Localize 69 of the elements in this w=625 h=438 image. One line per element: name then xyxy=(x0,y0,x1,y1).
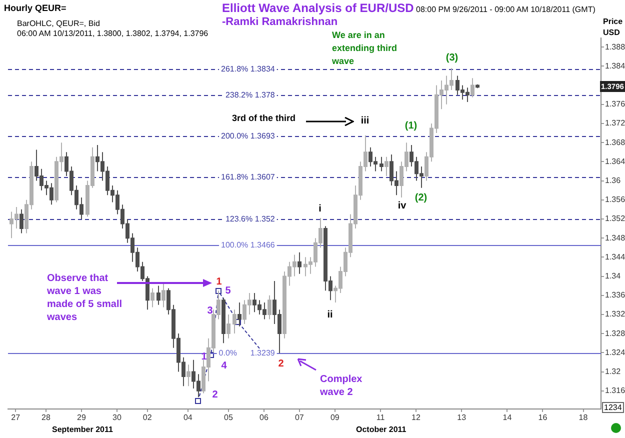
annotation: 3rd of the third xyxy=(232,113,296,123)
ref-line-label: 238.2% 1.378 xyxy=(225,90,276,100)
x-tick-label: 30 xyxy=(112,413,122,422)
ref-line-label: 0.0% 1.3239 xyxy=(218,348,276,358)
x-tick-label: 29 xyxy=(77,413,86,422)
x-tick-label: 12 xyxy=(412,413,421,422)
ref-line-label: 161.8% 1.3607 xyxy=(221,172,276,182)
annotation: We are in an extending third wave xyxy=(332,29,398,68)
annotation: 4 xyxy=(221,360,227,372)
annotation: (1) xyxy=(404,120,418,132)
text: September 2011 xyxy=(52,425,113,434)
y-tick-label: 1.328 xyxy=(605,328,625,338)
y-tick-label: 1.384 xyxy=(605,61,625,70)
y-tick-label: 1.336 xyxy=(605,290,625,300)
y-tick-label: 1.372 xyxy=(605,118,625,128)
text: BarOHLC, QEUR=, Bid xyxy=(17,19,100,28)
annotation: 06:00 AM 10/13/2011, 1.3800, 1.3802, 1.3794, 1.3796 xyxy=(17,29,208,38)
annotation: 5 xyxy=(225,286,231,296)
y-tick-label: 1.348 xyxy=(605,233,625,242)
text: October 2011 xyxy=(356,425,406,434)
annotation: 2 xyxy=(212,390,218,400)
annotation: iii xyxy=(360,116,370,126)
x-tick-label: 04 xyxy=(183,413,193,422)
x-tick-label: 07 xyxy=(294,413,304,422)
text: Hourly QEUR= xyxy=(4,3,66,13)
y-tick-label: 1.32 xyxy=(605,366,622,376)
x-tick-label: 02 xyxy=(142,413,152,422)
x-tick-label: 16 xyxy=(538,413,548,422)
x-tick-label: 11 xyxy=(376,413,386,422)
x-tick-label: 06 xyxy=(260,413,269,422)
y-tick-label: 1.332 xyxy=(605,310,625,319)
x-tick-label: 05 xyxy=(224,413,234,422)
y-tick-label: 1.34 xyxy=(605,271,622,280)
ref-line-label: 123.6% 1.352 xyxy=(225,214,276,224)
chart-title: Elliott Wave Analysis of EUR/USD xyxy=(222,1,414,15)
y-tick-label: 1.388 xyxy=(605,42,625,52)
annotation: Complex wave 2 xyxy=(320,373,364,399)
x-tick-label: 28 xyxy=(42,413,52,422)
y-axis-title: Price USD xyxy=(603,16,624,38)
x-tick-label: 27 xyxy=(11,413,21,422)
text: 1234 xyxy=(602,402,624,413)
chart-subtitle: -Ramki Ramakrishnan xyxy=(222,16,338,28)
y-tick-label: 1.364 xyxy=(605,156,625,166)
y-tick-label: 1.352 xyxy=(605,214,625,224)
annotation: 1 xyxy=(201,352,207,362)
ref-line-label: 200.0% 1.3693 xyxy=(221,132,276,141)
x-tick-label: 09 xyxy=(330,413,340,422)
annotation: 3 xyxy=(207,306,213,316)
annotation: 2 xyxy=(278,358,284,370)
annotation: i xyxy=(318,204,322,214)
annotation: Observe that wave 1 was made of 5 small waves xyxy=(47,272,124,324)
annotation: (2) xyxy=(414,192,428,204)
y-tick-label: 1.344 xyxy=(605,252,625,262)
annotation: 1 xyxy=(216,276,222,288)
annotation: ii xyxy=(327,310,333,320)
y-tick-label: 1.36 xyxy=(605,176,622,185)
x-tick-label: 18 xyxy=(578,413,588,422)
y-tick-label: 1.368 xyxy=(605,138,625,147)
annotation: (3) xyxy=(446,52,458,64)
annotation: iv xyxy=(398,200,406,212)
x-tick-label: 13 xyxy=(457,413,467,422)
y-tick-label: 1.316 xyxy=(605,386,625,396)
y-tick-label: 1.356 xyxy=(605,195,625,204)
text: 08:00 PM 9/26/2011 - 09:00 AM 10/18/2011 (GMT) xyxy=(416,5,596,14)
ref-line-label: 100.0% 1.3466 xyxy=(221,240,276,250)
y-tick-label: 1.324 xyxy=(605,348,625,357)
x-tick-label: 14 xyxy=(502,413,512,422)
ref-line-label: 261.8% 1.3834 xyxy=(221,64,276,74)
y-tick-label: 1.376 xyxy=(605,100,625,109)
